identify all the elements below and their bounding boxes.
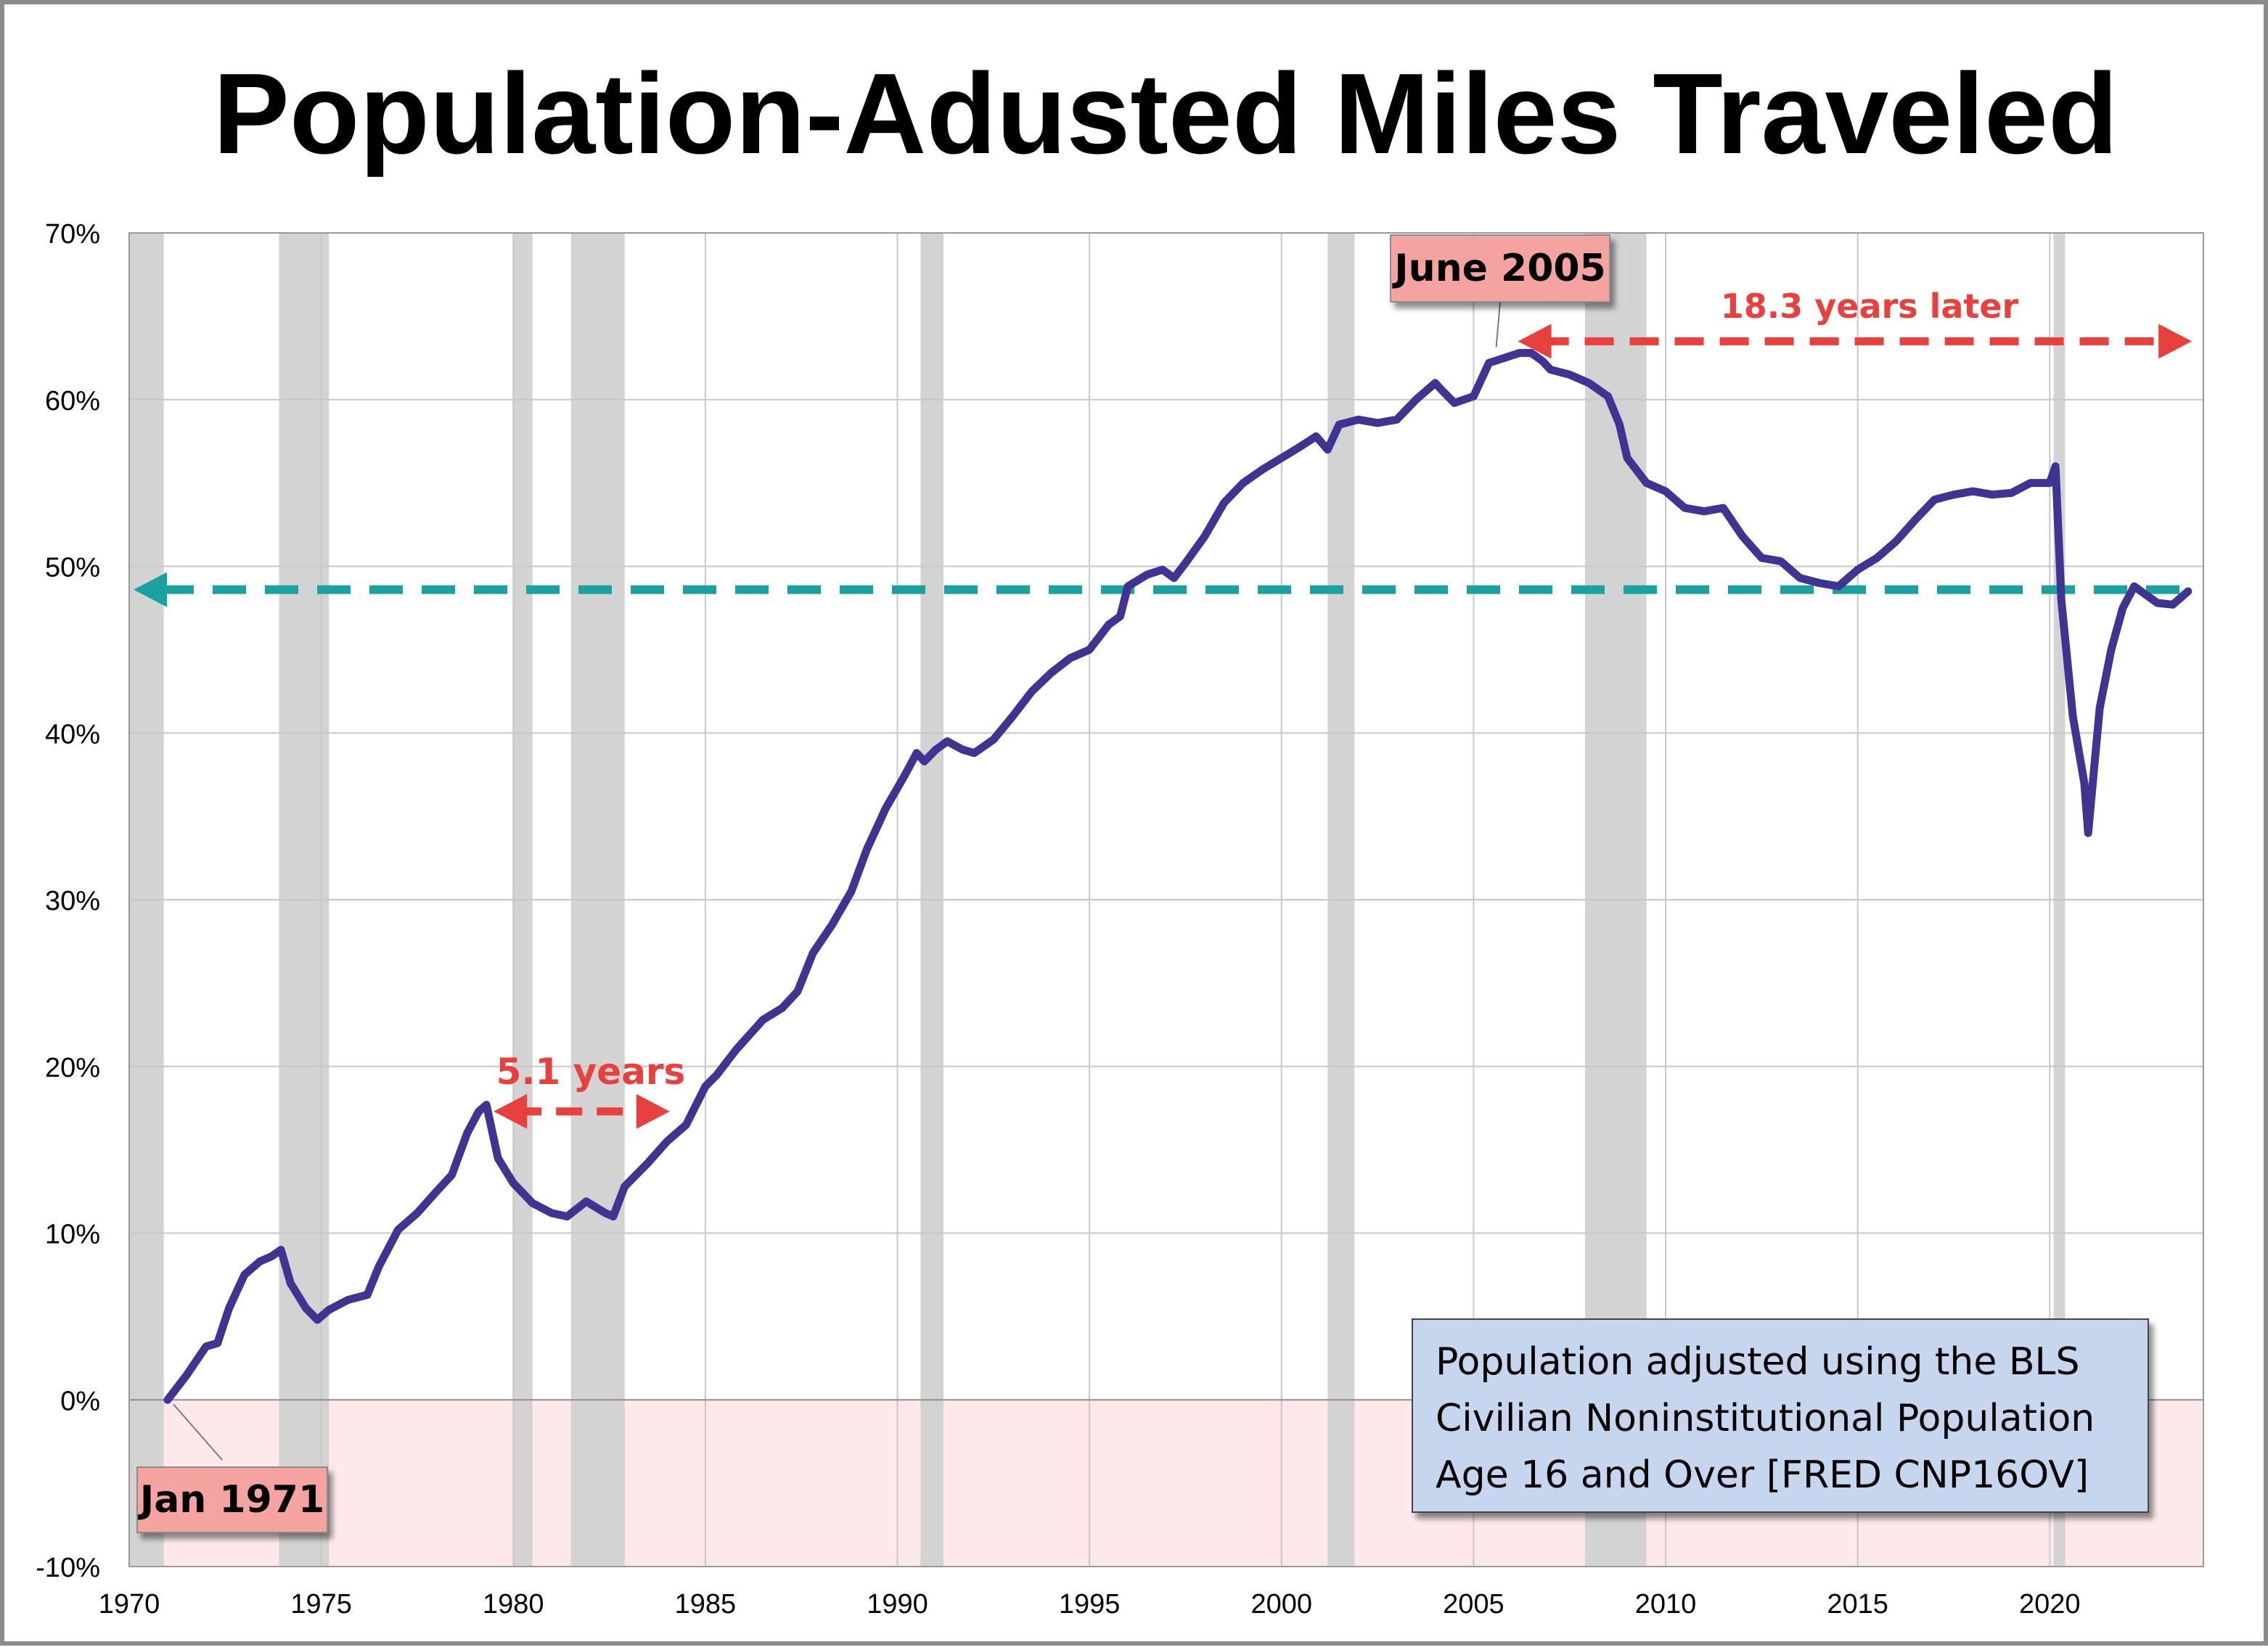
- years-later-label: 18.3 years later: [1721, 287, 2019, 326]
- jan-1971-label: Jan 1971: [138, 1478, 324, 1522]
- y-tick-label: 0%: [60, 1386, 100, 1416]
- x-tick-label: 2000: [1251, 1589, 1313, 1620]
- june-2005-label: June 2005: [1392, 247, 1605, 290]
- x-tick-label: 1975: [290, 1589, 352, 1620]
- jan-1971-callout-box: [136, 1466, 328, 1533]
- years-later-arrow-right: [2158, 324, 2193, 359]
- five-years-arrow-right: [636, 1093, 670, 1129]
- reference-line-group: [134, 572, 2189, 607]
- y-tick-label: 60%: [45, 386, 100, 416]
- y-tick-label: 10%: [45, 1220, 100, 1250]
- y-tick-label: 30%: [45, 886, 100, 916]
- y-tick-label: 50%: [45, 553, 100, 583]
- x-tick-label: 2015: [1827, 1589, 1888, 1620]
- y-tick-label: 20%: [45, 1053, 100, 1083]
- reference-arrow-head: [134, 572, 167, 607]
- y-tick-label: -10%: [36, 1553, 100, 1583]
- x-tick-label: 2020: [2019, 1589, 2081, 1620]
- population-note-background: [1412, 1318, 2149, 1513]
- series-line-group: [163, 348, 2193, 1404]
- years-later-arrow-left: [1518, 324, 1552, 359]
- population-note-box: Population adjusted using the BLS Civili…: [1412, 1318, 2149, 1513]
- population-note-line-1: Population adjusted using the BLS: [1436, 1340, 2080, 1384]
- x-tick-label: 1970: [99, 1589, 160, 1620]
- x-tick-label: 1990: [867, 1589, 928, 1620]
- jan-1971-callout: Jan 1971: [136, 1403, 328, 1533]
- x-tick-label: 1995: [1059, 1589, 1121, 1620]
- five-years-arrow-left: [494, 1093, 528, 1129]
- x-tick-label: 2005: [1443, 1589, 1505, 1620]
- x-tick-label: 1980: [483, 1589, 544, 1620]
- population-note-line-2: Civilian Noninstitutional Population: [1436, 1397, 2095, 1440]
- y-tick-label: 40%: [45, 719, 100, 750]
- x-tick-label: 1985: [675, 1589, 737, 1620]
- june-2005-callout-box: [1390, 234, 1610, 303]
- x-axis-tick-labels: 1970 1975 1980 1985 1990 1995 2000 2005 2010 2015…: [99, 1589, 2081, 1620]
- y-tick-label: 70%: [45, 219, 100, 250]
- plot-area-border: [128, 232, 2204, 1567]
- jan-1971-leader-line: [173, 1403, 223, 1461]
- y-axis-tick-labels: -10% 0% 10% 20% 30% 40% 50% 60% 70%: [36, 219, 100, 1583]
- population-note-line-3: Age 16 and Over [FRED CNP16OV]: [1436, 1453, 2089, 1497]
- chart-svg: Population-Adusted Miles Traveled -10% 0%…: [36, 50, 2204, 1620]
- series-line: [163, 348, 2193, 1404]
- annotation-arrows: [494, 324, 2193, 1129]
- chart-title: Population-Adusted Miles Traveled: [213, 50, 2118, 178]
- five-years-label: 5.1 years: [496, 1051, 686, 1093]
- june-2005-callout: June 2005: [1390, 234, 1610, 348]
- x-tick-label: 2010: [1635, 1589, 1697, 1620]
- june-2005-leader-line: [1495, 301, 1501, 348]
